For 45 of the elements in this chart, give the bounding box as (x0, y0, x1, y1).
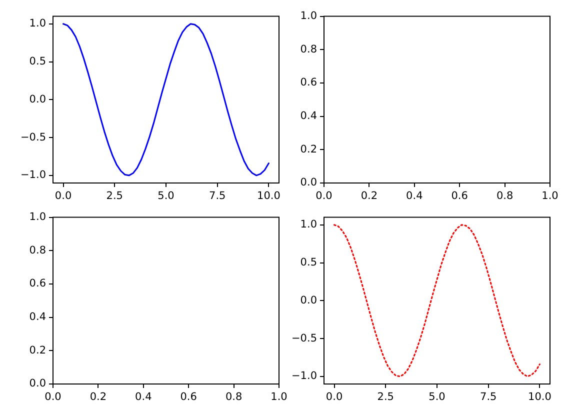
x-tick-label: 1.0 (270, 391, 288, 404)
x-tick-label: 0.2 (90, 391, 107, 404)
x-tick-label: 0.0 (44, 391, 62, 404)
y-tick-label: 0.0 (29, 378, 46, 390)
x-tick-label: 7.5 (209, 190, 226, 202)
y-tick-label: −0.5 (20, 131, 46, 144)
x-tick-label: 0.0 (54, 190, 72, 202)
y-tick-label: 0.8 (300, 43, 317, 56)
y-tick-label: 0.4 (300, 110, 318, 122)
y-tick-label: −1.0 (292, 370, 317, 382)
x-tick-label: 0.0 (326, 391, 343, 404)
x-tick-label: 0.4 (406, 190, 424, 202)
y-tick-label: 1.0 (300, 10, 317, 22)
x-tick-label: 0.4 (135, 391, 152, 404)
y-tick-label: −1.0 (20, 169, 46, 182)
y-tick-label: −0.5 (292, 332, 317, 344)
x-tick-label: 0.0 (316, 190, 332, 202)
x-tick-label: 0.8 (496, 190, 514, 202)
line-series (334, 224, 540, 378)
y-tick-label: 0.6 (29, 278, 46, 290)
x-tick-label: 1.0 (542, 190, 558, 202)
x-tick-label: 0.8 (225, 391, 242, 404)
x-tick-label: 2.5 (377, 391, 394, 404)
x-tick-label: 0.6 (180, 391, 198, 404)
y-tick-label: 1.0 (29, 18, 46, 30)
y-tick-label: 0.0 (29, 93, 46, 106)
x-tick-label: 7.5 (480, 391, 497, 404)
y-tick-label: 0.0 (300, 176, 317, 189)
y-tick-label: 1.0 (300, 218, 317, 231)
y-tick-label: 0.5 (29, 56, 46, 68)
y-tick-label: 0.6 (300, 76, 318, 89)
y-tick-label: 0.5 (300, 256, 317, 268)
x-tick-label: 5.0 (428, 391, 446, 404)
y-tick-label: 0.0 (300, 294, 317, 306)
y-tick-label: 0.8 (29, 244, 46, 256)
y-tick-label: 0.4 (29, 311, 46, 324)
x-tick-label: 5.0 (158, 190, 174, 202)
y-tick-label: 0.2 (29, 344, 46, 356)
x-tick-label: 0.2 (360, 190, 378, 202)
y-tick-label: 0.2 (300, 143, 317, 156)
x-tick-label: 10.0 (528, 391, 552, 404)
y-tick-label: 1.0 (29, 211, 46, 224)
x-tick-label: 10.0 (257, 190, 280, 202)
x-tick-label: 2.5 (106, 190, 123, 202)
x-tick-label: 0.6 (451, 190, 468, 202)
